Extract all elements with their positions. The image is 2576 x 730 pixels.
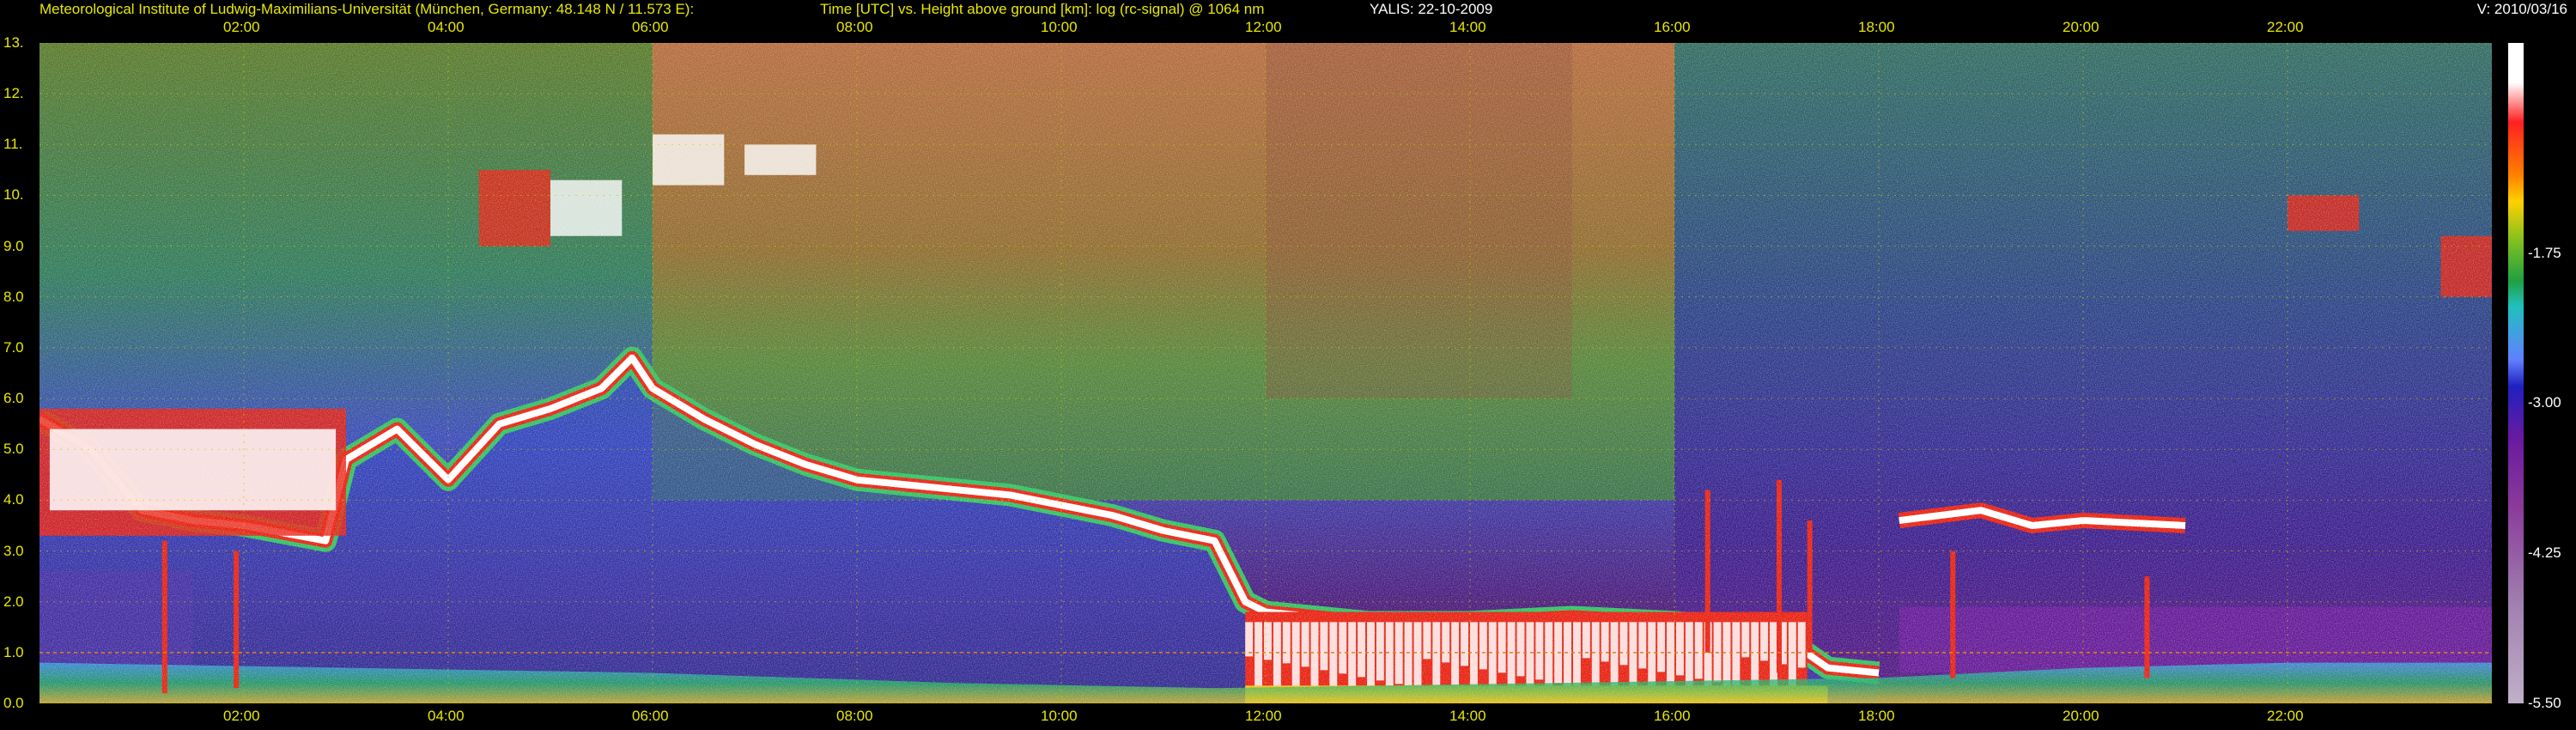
y-tick-label: 2.0 [3, 593, 24, 610]
y-tick-label: 11. [3, 136, 23, 153]
y-tick-label: 1.0 [3, 643, 24, 660]
x-tick-label-top: 06:00 [632, 19, 669, 35]
header-instrument: YALIS: 22-10-2009 [1370, 1, 1493, 17]
x-tick-label-bottom: 02:00 [223, 708, 260, 724]
y-tick-label: 3.0 [3, 542, 24, 559]
y-tick-label: 0.0 [3, 695, 24, 711]
y-tick-label: 8.0 [3, 288, 24, 305]
x-tick-label-bottom: 14:00 [1449, 708, 1486, 724]
x-tick-label-bottom: 20:00 [2063, 708, 2099, 724]
x-tick-label-top: 20:00 [2063, 19, 2099, 35]
colorbar-tick-label: -5.50 [2528, 695, 2561, 711]
colorbar-tick-label: -3.00 [2528, 394, 2561, 411]
lidar-heatmap [39, 43, 2492, 703]
header-institute: Meteorological Institute of Ludwig-Maxim… [39, 1, 695, 17]
y-tick-label: 10. [3, 186, 24, 204]
y-tick-label: 4.0 [3, 491, 24, 508]
x-tick-label-bottom: 10:00 [1041, 708, 1078, 724]
y-tick-label: 7.0 [3, 338, 24, 356]
colorbar-tick-label: -4.25 [2528, 544, 2561, 562]
x-tick-label-bottom: 04:00 [428, 708, 465, 724]
x-tick-label-top: 12:00 [1245, 19, 1282, 35]
x-tick-label-bottom: 06:00 [632, 708, 669, 724]
x-tick-label-bottom: 22:00 [2267, 708, 2304, 724]
x-tick-label-top: 04:00 [428, 19, 465, 35]
y-tick-label: 9.0 [3, 237, 24, 254]
colorbar-tick-label: -1.75 [2528, 244, 2561, 261]
colorbar [2508, 43, 2524, 703]
x-tick-label-top: 22:00 [2267, 19, 2304, 35]
x-tick-label-top: 02:00 [223, 19, 260, 35]
y-tick-label: 5.0 [3, 441, 24, 458]
x-tick-label-top: 10:00 [1041, 19, 1078, 35]
x-tick-label-top: 18:00 [1858, 19, 1895, 35]
x-tick-label-bottom: 18:00 [1858, 708, 1895, 724]
y-tick-label: 13. [3, 34, 24, 51]
x-tick-label-bottom: 12:00 [1245, 708, 1282, 724]
x-tick-label-top: 08:00 [836, 19, 873, 35]
x-tick-label-top: 14:00 [1449, 19, 1486, 35]
x-tick-label-bottom: 16:00 [1654, 708, 1691, 724]
x-tick-label-bottom: 08:00 [836, 708, 873, 724]
lidar-heatmap-svg [39, 43, 2492, 703]
y-tick-label: 6.0 [3, 390, 24, 407]
x-tick-label-top: 16:00 [1654, 19, 1691, 35]
header-title: Time [UTC] vs. Height above ground [km]:… [820, 1, 1265, 17]
header-version: V: 2010/03/16 [2476, 1, 2567, 17]
y-tick-label: 12. [3, 85, 24, 102]
